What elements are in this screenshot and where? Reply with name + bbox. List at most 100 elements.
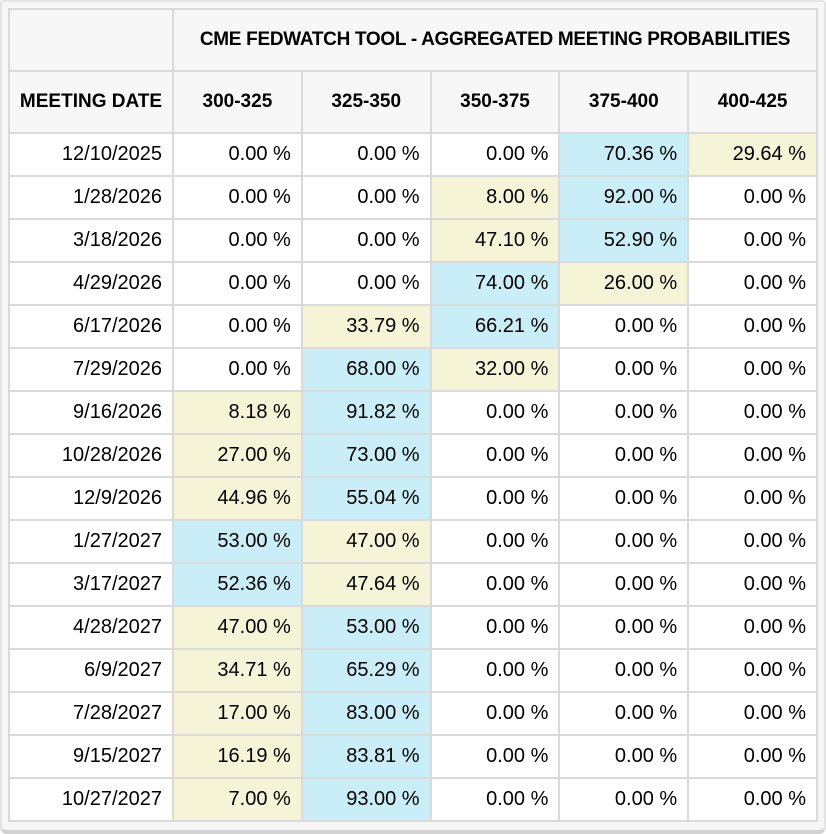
probability-cell: 0.00 % [689, 521, 816, 562]
meeting-date-cell: 12/10/2025 [10, 134, 172, 175]
table-row: 9/15/2027 16.19 % 83.81 % 0.00 % 0.00 % 0.00 … [10, 736, 816, 777]
rate-range-header: 325-350 [302, 72, 430, 132]
rate-range-header: 300-325 [174, 72, 301, 132]
meeting-date-cell: 9/15/2027 [10, 736, 172, 777]
probability-cell: 73.00 % [302, 435, 430, 476]
probability-cell: 0.00 % [560, 650, 688, 691]
meeting-date-cell: 3/18/2026 [10, 220, 172, 261]
probability-cell: 0.00 % [689, 478, 816, 519]
meeting-date-cell: 4/28/2027 [10, 607, 172, 648]
table-row: 3/17/2027 52.36 % 47.64 % 0.00 % 0.00 % 0.00 … [10, 564, 816, 605]
probability-cell: 0.00 % [431, 134, 559, 175]
probability-cell: 0.00 % [689, 693, 816, 734]
probability-cell: 0.00 % [174, 134, 301, 175]
probability-cell: 0.00 % [689, 392, 816, 433]
probability-cell: 83.00 % [302, 693, 430, 734]
probability-cell: 0.00 % [560, 564, 688, 605]
probability-cell: 32.00 % [431, 349, 559, 390]
probability-cell: 0.00 % [689, 607, 816, 648]
probability-cell: 47.10 % [431, 220, 559, 261]
meeting-date-cell: 6/17/2026 [10, 306, 172, 347]
probability-cell: 53.00 % [302, 607, 430, 648]
column-header-row: MEETING DATE 300-325 325-350 350-375 375-400… [10, 72, 816, 132]
rate-range-header: 400-425 [689, 72, 816, 132]
probability-cell: 0.00 % [689, 435, 816, 476]
probability-cell: 55.04 % [302, 478, 430, 519]
probability-cell: 0.00 % [302, 263, 430, 304]
meeting-date-cell: 3/17/2027 [10, 564, 172, 605]
probability-cell: 0.00 % [689, 564, 816, 605]
table-row: 1/28/2026 0.00 % 0.00 % 8.00 % 92.00 % 0.00 % [10, 177, 816, 218]
probability-cell: 0.00 % [689, 736, 816, 777]
probability-cell: 0.00 % [174, 177, 301, 218]
probability-cell: 66.21 % [431, 306, 559, 347]
table-row: 12/9/2026 44.96 % 55.04 % 0.00 % 0.00 % 0.00 … [10, 478, 816, 519]
probability-cell: 0.00 % [689, 177, 816, 218]
table-row: 7/29/2026 0.00 % 68.00 % 32.00 % 0.00 % 0.00 … [10, 349, 816, 390]
rate-range-header: 350-375 [431, 72, 559, 132]
probability-cell: 0.00 % [302, 177, 430, 218]
table-row: 4/28/2027 47.00 % 53.00 % 0.00 % 0.00 % 0.00 … [10, 607, 816, 648]
probability-cell: 52.36 % [174, 564, 301, 605]
probability-cell: 70.36 % [560, 134, 688, 175]
probability-cell: 17.00 % [174, 693, 301, 734]
probability-cell: 68.00 % [302, 349, 430, 390]
rate-range-header: 375-400 [560, 72, 688, 132]
probability-cell: 0.00 % [431, 693, 559, 734]
probability-cell: 0.00 % [689, 263, 816, 304]
probability-cell: 47.64 % [302, 564, 430, 605]
probability-cell: 0.00 % [560, 349, 688, 390]
probability-cell: 0.00 % [431, 779, 559, 820]
probability-cell: 92.00 % [560, 177, 688, 218]
title-row: CME FEDWATCH TOOL - AGGREGATED MEETING P… [10, 10, 816, 70]
table-title: CME FEDWATCH TOOL - AGGREGATED MEETING P… [174, 10, 816, 70]
probability-cell: 0.00 % [302, 220, 430, 261]
probability-cell: 16.19 % [174, 736, 301, 777]
probability-cell: 0.00 % [560, 478, 688, 519]
corner-cell [10, 10, 172, 70]
probability-cell: 33.79 % [302, 306, 430, 347]
meeting-date-cell: 7/28/2027 [10, 693, 172, 734]
probability-cell: 0.00 % [560, 693, 688, 734]
probability-cell: 0.00 % [689, 220, 816, 261]
table-row: 6/9/2027 34.71 % 65.29 % 0.00 % 0.00 % 0.00 % [10, 650, 816, 691]
probability-cell: 83.81 % [302, 736, 430, 777]
probability-cell: 91.82 % [302, 392, 430, 433]
probability-cell: 0.00 % [431, 736, 559, 777]
table-row: 3/18/2026 0.00 % 0.00 % 47.10 % 52.90 % 0.00 … [10, 220, 816, 261]
table-row: 1/27/2027 53.00 % 47.00 % 0.00 % 0.00 % 0.00 … [10, 521, 816, 562]
probability-cell: 0.00 % [689, 650, 816, 691]
table-row: 10/27/2027 7.00 % 93.00 % 0.00 % 0.00 % 0.00 … [10, 779, 816, 820]
probability-cell: 34.71 % [174, 650, 301, 691]
table-row: 10/28/2026 27.00 % 73.00 % 0.00 % 0.00 % 0.00… [10, 435, 816, 476]
probability-cell: 53.00 % [174, 521, 301, 562]
probability-cell: 8.00 % [431, 177, 559, 218]
probability-cell: 0.00 % [431, 478, 559, 519]
meeting-date-cell: 6/9/2027 [10, 650, 172, 691]
probability-cell: 47.00 % [174, 607, 301, 648]
meeting-date-cell: 12/9/2026 [10, 478, 172, 519]
probability-cell: 47.00 % [302, 521, 430, 562]
probability-cell: 0.00 % [560, 306, 688, 347]
probability-cell: 0.00 % [431, 521, 559, 562]
table-row: 4/29/2026 0.00 % 0.00 % 74.00 % 26.00 % 0.00 … [10, 263, 816, 304]
probability-cell: 93.00 % [302, 779, 430, 820]
probability-cell: 74.00 % [431, 263, 559, 304]
probability-cell: 26.00 % [560, 263, 688, 304]
probability-cell: 0.00 % [431, 650, 559, 691]
probability-cell: 27.00 % [174, 435, 301, 476]
probability-cell: 0.00 % [431, 392, 559, 433]
probability-cell: 0.00 % [689, 306, 816, 347]
probability-cell: 0.00 % [174, 349, 301, 390]
meeting-date-cell: 4/29/2026 [10, 263, 172, 304]
meeting-date-cell: 1/27/2027 [10, 521, 172, 562]
probability-cell: 0.00 % [560, 736, 688, 777]
probability-cell: 7.00 % [174, 779, 301, 820]
meeting-date-cell: 1/28/2026 [10, 177, 172, 218]
probability-cell: 0.00 % [560, 607, 688, 648]
probability-cell: 0.00 % [174, 263, 301, 304]
meeting-date-cell: 10/27/2027 [10, 779, 172, 820]
probability-cell: 0.00 % [560, 521, 688, 562]
probabilities-table: CME FEDWATCH TOOL - AGGREGATED MEETING P… [8, 8, 818, 822]
